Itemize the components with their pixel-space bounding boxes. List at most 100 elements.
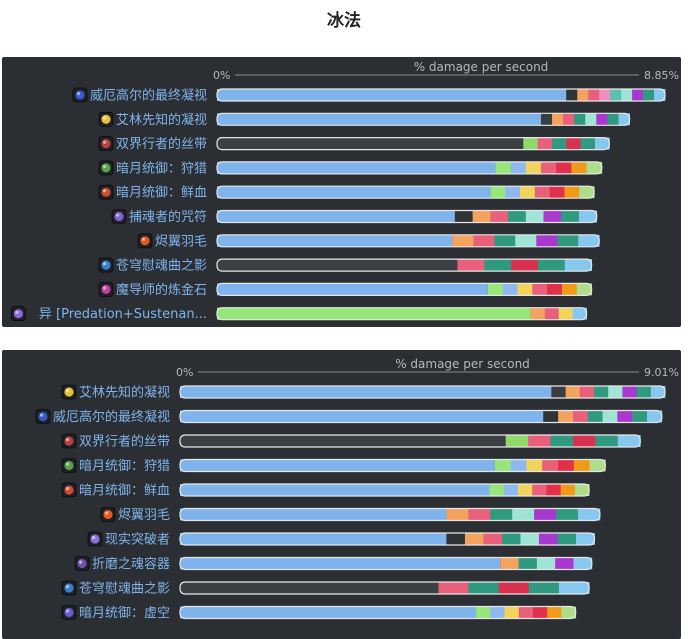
bar-segment xyxy=(561,283,578,296)
bar-outline xyxy=(216,258,593,272)
charm-icon xyxy=(111,209,127,224)
bar-row xyxy=(216,282,593,296)
bar-outline xyxy=(179,581,590,595)
bar-segment xyxy=(564,186,580,199)
bar-base-segment xyxy=(217,283,488,296)
row-label: 艾林先知的凝视 xyxy=(116,112,207,128)
bar-outline xyxy=(179,385,666,399)
bar-segment xyxy=(575,533,595,545)
bar-segment xyxy=(489,484,505,496)
bar-segment xyxy=(505,435,529,447)
eye-orb-icon xyxy=(35,409,51,424)
bar-row xyxy=(179,409,663,424)
bar-segment xyxy=(528,582,560,594)
bar-segment xyxy=(536,234,558,247)
bar-segment xyxy=(483,533,503,545)
bar-segment xyxy=(503,484,519,496)
bar-segment xyxy=(454,210,474,223)
row-label: 威厄高尔的最终凝视 xyxy=(53,409,170,425)
axis-title: % damage per second xyxy=(395,357,530,371)
predation-icon xyxy=(11,306,26,321)
bar-segment xyxy=(487,283,504,296)
bar-segment xyxy=(565,386,581,398)
bar-segment xyxy=(517,283,533,296)
banana-icon xyxy=(61,384,77,400)
bar-segment xyxy=(544,307,560,320)
bar-row xyxy=(216,88,666,102)
bar-segment xyxy=(543,410,559,423)
bar-segment xyxy=(572,410,589,423)
bar-segment xyxy=(549,186,565,199)
bar-segment xyxy=(556,161,572,174)
bar-segment xyxy=(594,137,610,150)
bar-row xyxy=(216,112,631,126)
bar-segment xyxy=(473,234,495,247)
bar-outline xyxy=(216,88,666,102)
bar-segment xyxy=(472,210,491,223)
bar-segment xyxy=(561,210,580,223)
bar-segment xyxy=(500,557,519,570)
feather-icon xyxy=(137,233,153,249)
bar-segment xyxy=(484,259,512,272)
bar-segment xyxy=(517,484,533,496)
chart-1-svg: % damage per second 0% 8.85% 威厄高尔的最终凝视艾林先知的… xyxy=(11,60,679,322)
bar-segment xyxy=(617,410,633,423)
row-label: 双界行者的丝带 xyxy=(116,136,207,152)
bar-row xyxy=(179,483,590,497)
row-label: 苍穹慰魂曲之影 xyxy=(116,258,207,274)
bar-segment xyxy=(578,210,598,223)
bar-segment xyxy=(464,533,484,545)
bar-segment xyxy=(490,606,505,619)
row-label: 暗月统御：狩猎 xyxy=(116,161,207,176)
bar-segment xyxy=(608,386,623,398)
bar-segment xyxy=(468,508,491,521)
darkmoon-card-icon xyxy=(61,458,77,473)
bar-outline xyxy=(216,234,600,248)
bar-base-segment xyxy=(217,113,541,126)
bar-segment xyxy=(558,307,574,320)
bar-segment xyxy=(547,606,562,619)
bar-segment xyxy=(654,89,666,101)
bar-segment xyxy=(515,234,537,247)
bar-base-segment xyxy=(180,508,447,521)
bar-base-segment xyxy=(180,459,495,472)
bar-segment xyxy=(599,89,611,101)
bar-segment xyxy=(557,459,575,472)
bar-row xyxy=(179,605,577,620)
bar-segment xyxy=(518,557,538,570)
bar-segment xyxy=(495,161,512,174)
bar-segment xyxy=(523,137,539,150)
bar-base-segment xyxy=(180,484,490,496)
bar-segment xyxy=(532,283,548,296)
page-title: 冰法 xyxy=(327,11,361,31)
bar-segment xyxy=(551,386,567,398)
bar-segment xyxy=(498,582,530,594)
bar-segment xyxy=(490,508,513,521)
bar-segment xyxy=(557,234,579,247)
bar-segment xyxy=(537,259,566,272)
bar-segment xyxy=(617,435,641,447)
bar-row xyxy=(179,581,590,595)
bar-base-segment xyxy=(217,161,496,174)
bar-segment xyxy=(610,89,622,101)
bar-base-segment xyxy=(217,259,458,272)
bar-segment xyxy=(636,386,652,398)
bar-base-segment xyxy=(180,582,439,594)
bar-segment xyxy=(579,386,595,398)
eye-orb-icon xyxy=(72,87,88,103)
bar-segment xyxy=(558,410,574,423)
bar-segment xyxy=(594,386,609,398)
bar-segment xyxy=(536,557,556,570)
bar-segment xyxy=(468,582,500,594)
bar-segment xyxy=(518,606,534,619)
shadow-sigil-icon xyxy=(98,257,114,273)
bar-base-segment xyxy=(217,210,455,223)
bar-row xyxy=(179,458,606,473)
bar-segment xyxy=(573,557,593,570)
banana-icon xyxy=(98,111,114,127)
bar-segment xyxy=(525,210,544,223)
bar-segment xyxy=(512,508,535,521)
darkmoon-card-icon xyxy=(98,184,114,200)
bar-segment xyxy=(534,186,551,199)
bar-segment xyxy=(504,606,520,619)
